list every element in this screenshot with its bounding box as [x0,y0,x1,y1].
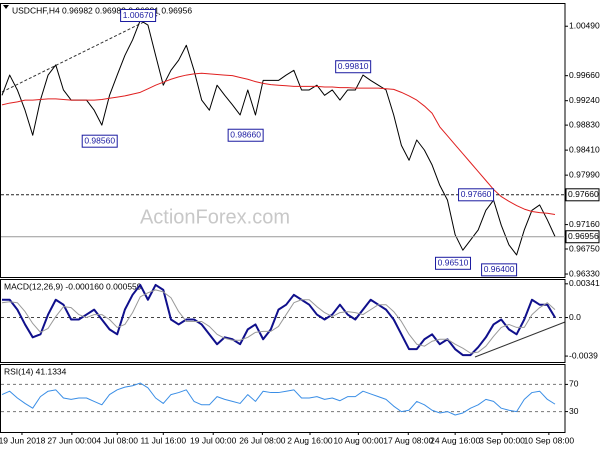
y-tick-label: 0.0 [569,312,581,322]
y-tick-label: 30 [569,406,579,416]
annotation-box [120,9,157,23]
annotation-label: 1.00670 [123,10,154,20]
x-tick-label: 2 Aug 16:00 [287,435,333,445]
y-tick-label: 0.98410 [569,144,600,154]
panel-title: USDCHF,H4 0.96982 0.96982 0.96931 0.9695… [12,5,192,15]
x-tick-label: 19 Jul 00:00 [190,435,237,445]
price-marker-box [565,230,600,244]
panel-frame [0,279,566,363]
annotation-box [81,134,118,148]
y-tick-label: 1.00490 [569,20,600,30]
y-tick-label: 0.003412 [569,278,600,288]
panel-title: RSI(14) 41.1334 [4,366,67,376]
annotation-box [481,263,518,277]
x-tick-label: 19 Jun 2018 [0,435,46,445]
annotation-label: 0.98660 [230,129,261,139]
y-tick-label: -0.0039 [569,350,598,360]
annotation-label: 0.96400 [484,264,515,274]
y-tick-label: 0.96330 [569,268,600,278]
annotation-label: 0.97660 [461,189,492,199]
x-tick-label: 27 Jun 00:00 [47,435,96,445]
annotation-label: 0.99810 [338,61,369,71]
series-line [1,289,556,354]
price-marker-label: 0.96956 [568,231,599,241]
annotation-label: 0.98560 [84,135,115,145]
series-line [1,19,556,256]
annotation-box [335,60,372,74]
annotation-box [435,256,472,270]
panel-title: MACD(12,26,9) -0.000160 0.000559 [4,281,142,291]
price-marker-box [565,188,600,202]
annotation-label: 0.96510 [438,258,469,268]
trend-line [474,321,566,358]
panel-frame [0,364,566,433]
annotation-box [458,188,495,202]
trend-line [1,13,161,93]
y-tick-label: 0.99660 [569,70,600,80]
y-tick-label: 0.97160 [569,219,600,229]
x-tick-label: 10 Sep 08:00 [524,435,575,445]
y-tick-label: 0.99240 [569,95,600,105]
menu-triangle [3,5,9,9]
x-tick-label: 4 Jul 08:00 [96,435,138,445]
price-marker-label: 0.97660 [568,189,599,199]
x-tick-label: 10 Aug 00:00 [333,435,383,445]
series-line [2,283,556,357]
y-tick-label: 0.96750 [569,243,600,253]
x-tick-label: 24 Aug 16:00 [430,435,480,445]
series-line [1,72,556,215]
series-line [1,382,556,416]
panel-frame [0,3,566,278]
x-tick-label: 17 Aug 08:00 [383,435,433,445]
x-tick-label: 26 Jul 08:00 [239,435,286,445]
y-tick-label: 0.98830 [569,119,600,129]
watermark: ActionForex.com [140,206,290,228]
y-tick-label: 70 [569,379,579,389]
y-tick-label: 0.97990 [569,169,600,179]
annotation-box [227,128,264,142]
x-tick-label: 11 Jul 16:00 [140,435,186,445]
x-tick-label: 3 Sep 00:00 [479,435,525,445]
